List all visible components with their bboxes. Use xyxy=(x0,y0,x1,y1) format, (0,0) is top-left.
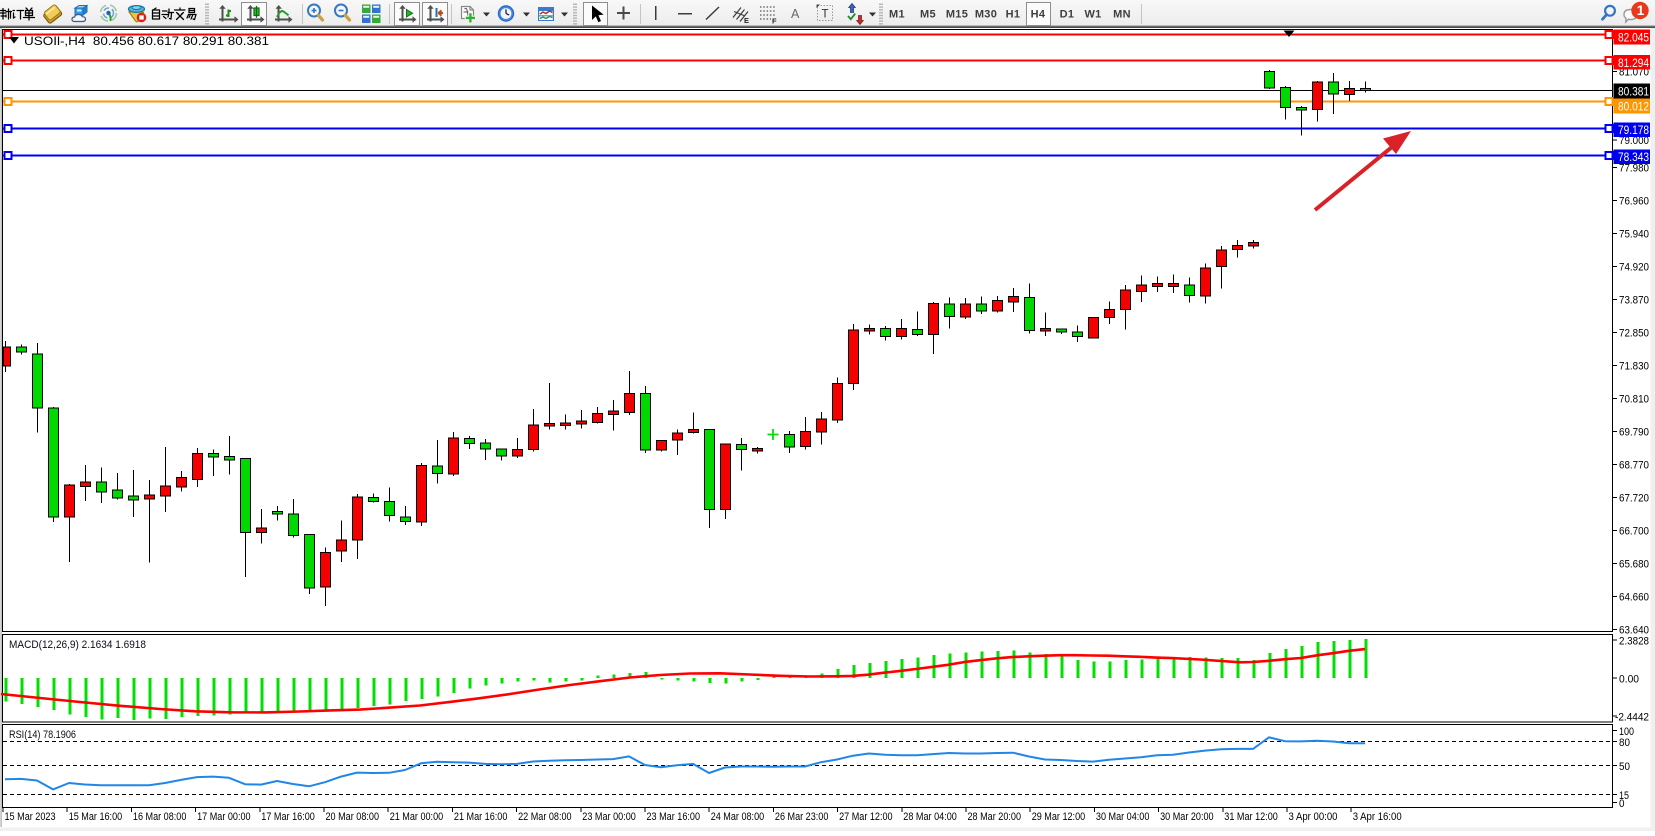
svg-text:17 Mar 00:00: 17 Mar 00:00 xyxy=(197,811,251,823)
svg-text:M15: M15 xyxy=(946,9,968,21)
svg-text:23 Mar 00:00: 23 Mar 00:00 xyxy=(582,811,636,823)
svg-text:-2.4442: -2.4442 xyxy=(1615,712,1649,724)
svg-text:70.810: 70.810 xyxy=(1619,394,1649,406)
svg-text:M5: M5 xyxy=(920,9,936,21)
svg-text:17 Mar 16:00: 17 Mar 16:00 xyxy=(261,811,315,823)
svg-text:20 Mar 08:00: 20 Mar 08:00 xyxy=(326,811,380,823)
svg-text:22 Mar 08:00: 22 Mar 08:00 xyxy=(518,811,572,823)
svg-text:21 Mar 16:00: 21 Mar 16:00 xyxy=(454,811,508,823)
svg-text:80: 80 xyxy=(1619,737,1630,749)
svg-text:31 Mar 12:00: 31 Mar 12:00 xyxy=(1224,811,1278,823)
svg-text:64.660: 64.660 xyxy=(1619,592,1649,604)
svg-text:RSI(14) 78.1906: RSI(14) 78.1906 xyxy=(9,729,76,741)
svg-text:73.870: 73.870 xyxy=(1619,295,1649,307)
svg-text:H1: H1 xyxy=(1006,9,1021,21)
svg-text:26 Mar 23:00: 26 Mar 23:00 xyxy=(775,811,829,823)
svg-text:23 Mar 16:00: 23 Mar 16:00 xyxy=(647,811,701,823)
svg-text:29 Mar 12:00: 29 Mar 12:00 xyxy=(1032,811,1086,823)
svg-text:69.790: 69.790 xyxy=(1619,427,1649,439)
svg-text:3 Apr 00:00: 3 Apr 00:00 xyxy=(1289,811,1338,823)
svg-text:1: 1 xyxy=(1637,3,1645,18)
svg-text:21 Mar 00:00: 21 Mar 00:00 xyxy=(390,811,444,823)
svg-text:W1: W1 xyxy=(1084,9,1101,21)
svg-text:72.850: 72.850 xyxy=(1619,328,1649,340)
svg-text:27 Mar 12:00: 27 Mar 12:00 xyxy=(839,811,893,823)
svg-text:T: T xyxy=(822,9,829,21)
svg-text:78.343: 78.343 xyxy=(1618,152,1649,164)
svg-text:15 Mar 2023: 15 Mar 2023 xyxy=(5,811,56,823)
svg-text:15 Mar 16:00: 15 Mar 16:00 xyxy=(69,811,123,823)
svg-text:68.770: 68.770 xyxy=(1619,460,1649,472)
svg-text:71.830: 71.830 xyxy=(1619,361,1649,373)
svg-text:82.045: 82.045 xyxy=(1618,33,1649,45)
svg-text:28 Mar 20:00: 28 Mar 20:00 xyxy=(968,811,1022,823)
svg-text:USOIl-,H4 80.456 80.617 80.29: USOIl-,H4 80.456 80.617 80.291 80.381 xyxy=(24,34,269,48)
svg-text:16 Mar 08:00: 16 Mar 08:00 xyxy=(133,811,187,823)
svg-text:74.920: 74.920 xyxy=(1619,262,1649,274)
svg-text:D1: D1 xyxy=(1060,9,1075,21)
svg-text:75.940: 75.940 xyxy=(1619,229,1649,241)
svg-text:80.012: 80.012 xyxy=(1618,102,1649,114)
svg-text:0.00: 0.00 xyxy=(1619,674,1639,686)
svg-text:67.720: 67.720 xyxy=(1619,493,1649,505)
svg-text:30 Mar 20:00: 30 Mar 20:00 xyxy=(1160,811,1214,823)
svg-text:F: F xyxy=(772,17,777,26)
svg-text:30 Mar 04:00: 30 Mar 04:00 xyxy=(1096,811,1150,823)
svg-text:76.960: 76.960 xyxy=(1619,196,1649,208)
svg-text:24 Mar 08:00: 24 Mar 08:00 xyxy=(711,811,765,823)
svg-text:E: E xyxy=(744,16,749,25)
svg-text:M30: M30 xyxy=(975,9,997,21)
svg-text:H4: H4 xyxy=(1031,9,1046,21)
svg-text:66.700: 66.700 xyxy=(1619,526,1649,538)
svg-text:50: 50 xyxy=(1619,761,1630,773)
svg-text:3 Apr 16:00: 3 Apr 16:00 xyxy=(1353,811,1402,823)
svg-text:M1: M1 xyxy=(889,9,905,21)
svg-text:77.980: 77.980 xyxy=(1619,163,1649,175)
svg-text:80.381: 80.381 xyxy=(1618,87,1649,99)
svg-text:81.294: 81.294 xyxy=(1618,58,1650,70)
svg-text:A: A xyxy=(791,7,800,21)
svg-text:28 Mar 04:00: 28 Mar 04:00 xyxy=(903,811,957,823)
svg-text:79.178: 79.178 xyxy=(1618,125,1649,137)
svg-text:65.680: 65.680 xyxy=(1619,559,1649,571)
svg-text:0: 0 xyxy=(1619,798,1625,810)
svg-text:MACD(12,26,9) 2.1634 1.6918: MACD(12,26,9) 2.1634 1.6918 xyxy=(9,639,146,651)
svg-text:MN: MN xyxy=(1113,9,1131,21)
svg-text:2.3828: 2.3828 xyxy=(1619,636,1649,648)
